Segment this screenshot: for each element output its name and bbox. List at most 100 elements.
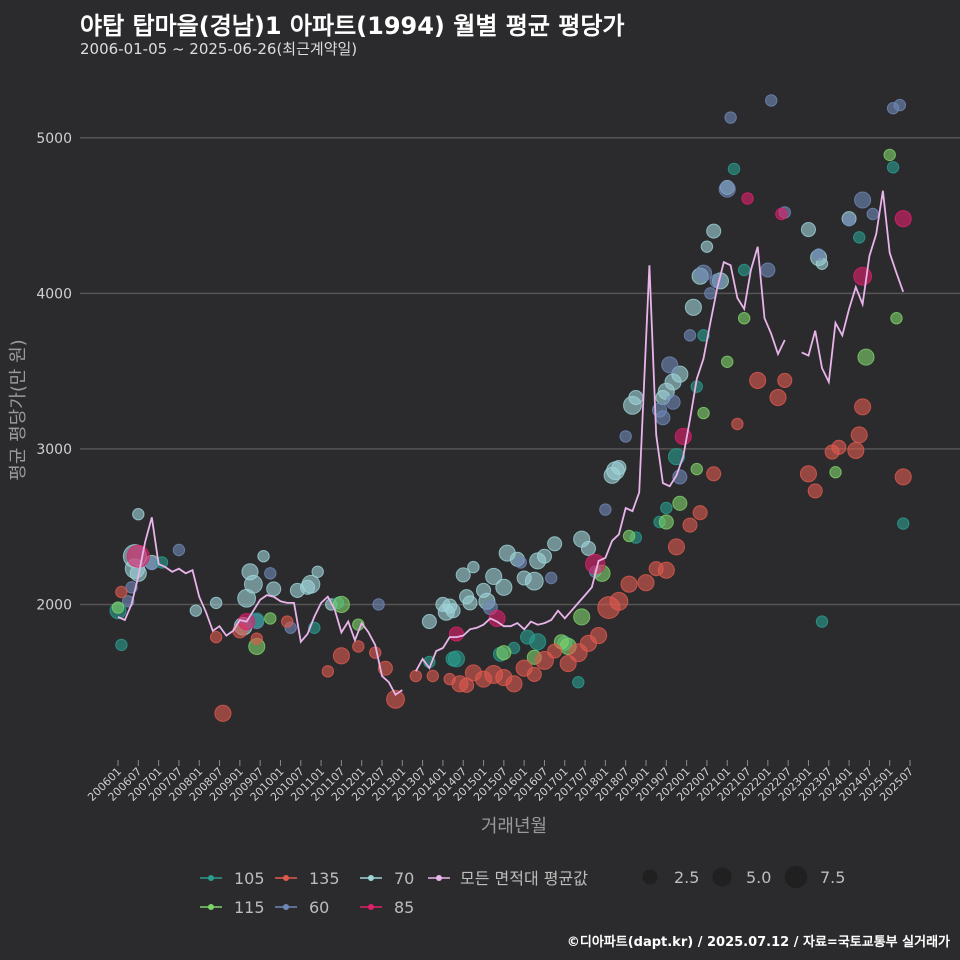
point-105 bbox=[697, 329, 710, 342]
legend-label-105: 105 bbox=[234, 869, 265, 888]
point-135 bbox=[281, 615, 294, 628]
legend-label-60: 60 bbox=[309, 898, 329, 917]
y-tick-label: 2000 bbox=[36, 597, 72, 613]
y-tick-label: 3000 bbox=[36, 442, 72, 458]
point-115 bbox=[890, 312, 903, 325]
point-105 bbox=[155, 556, 169, 569]
point-115 bbox=[883, 148, 896, 162]
y-tick-label: 5000 bbox=[36, 131, 72, 147]
size-legend-label: 7.5 bbox=[820, 868, 845, 887]
point-60 bbox=[264, 567, 277, 580]
point-85 bbox=[775, 207, 788, 221]
point-135 bbox=[749, 371, 767, 389]
point-70 bbox=[524, 571, 544, 591]
point-135 bbox=[777, 372, 793, 388]
chart-subtitle: 2006-01-05 ~ 2025-06-26(최근계약일) bbox=[80, 40, 358, 58]
point-105 bbox=[853, 231, 866, 244]
point-70 bbox=[800, 222, 816, 238]
point-135 bbox=[547, 643, 563, 659]
point-70 bbox=[467, 560, 480, 574]
legend-key-dot-avg bbox=[436, 875, 442, 881]
size-legend-label: 2.5 bbox=[674, 868, 699, 887]
point-105 bbox=[667, 448, 686, 466]
point-135 bbox=[620, 575, 638, 593]
point-135 bbox=[731, 417, 744, 431]
point-115 bbox=[721, 355, 734, 368]
point-135 bbox=[209, 630, 223, 644]
point-60 bbox=[372, 598, 385, 611]
size-legend-label: 5.0 bbox=[746, 868, 771, 887]
point-70 bbox=[485, 567, 503, 585]
point-70 bbox=[547, 536, 563, 552]
point-60 bbox=[854, 191, 872, 209]
legend-key-dot-115 bbox=[208, 904, 214, 910]
point-135 bbox=[657, 561, 675, 579]
point-60 bbox=[661, 356, 679, 374]
point-60 bbox=[842, 214, 856, 227]
legend-label-avg: 모든 면적대 평균값 bbox=[460, 869, 588, 888]
point-85 bbox=[126, 544, 150, 568]
point-135 bbox=[332, 647, 350, 665]
average-line bbox=[117, 190, 905, 697]
point-70 bbox=[700, 240, 714, 253]
point-85 bbox=[741, 192, 754, 205]
point-105 bbox=[815, 615, 829, 628]
point-85 bbox=[853, 266, 873, 286]
legend-key-dot-60 bbox=[283, 904, 289, 910]
point-105 bbox=[115, 638, 128, 652]
point-135 bbox=[590, 627, 608, 645]
point-70 bbox=[495, 578, 513, 596]
point-135 bbox=[682, 517, 698, 533]
point-85 bbox=[894, 210, 912, 228]
point-60 bbox=[545, 571, 558, 585]
point-60 bbox=[655, 410, 671, 426]
legend-label-135: 135 bbox=[309, 869, 340, 888]
point-70 bbox=[209, 596, 223, 610]
point-105 bbox=[886, 161, 900, 174]
legend-key-dot-70 bbox=[368, 875, 374, 881]
point-60 bbox=[665, 394, 681, 410]
point-135 bbox=[321, 665, 335, 678]
point-70 bbox=[257, 550, 270, 563]
point-135 bbox=[250, 632, 263, 645]
legend-key-dot-135 bbox=[283, 875, 289, 881]
point-70 bbox=[706, 223, 722, 239]
point-105 bbox=[727, 162, 741, 176]
point-60 bbox=[694, 264, 713, 282]
point-135 bbox=[609, 591, 629, 611]
average-line-layer bbox=[117, 190, 905, 697]
point-85 bbox=[674, 427, 692, 445]
point-60 bbox=[599, 503, 612, 516]
legend-label-70: 70 bbox=[394, 869, 414, 888]
legend: 105 135 70 115 60 85 모든 면적대 평균값 2.5 5.0 7.5 bbox=[200, 865, 845, 917]
point-70 bbox=[421, 614, 437, 630]
point-105 bbox=[897, 517, 910, 530]
point-135 bbox=[637, 574, 655, 592]
point-135 bbox=[214, 704, 232, 722]
point-135 bbox=[769, 389, 787, 407]
point-60 bbox=[760, 262, 776, 278]
point-70 bbox=[311, 565, 324, 578]
point-115 bbox=[622, 529, 636, 543]
point-115 bbox=[496, 645, 512, 661]
point-135 bbox=[409, 669, 423, 683]
point-135 bbox=[505, 675, 523, 693]
point-70 bbox=[132, 508, 145, 521]
point-70 bbox=[189, 604, 203, 617]
point-135 bbox=[692, 505, 708, 521]
point-85 bbox=[448, 626, 464, 642]
legend-key-dot-105 bbox=[208, 875, 214, 881]
point-115 bbox=[690, 462, 703, 476]
point-70 bbox=[580, 540, 596, 556]
point-70 bbox=[243, 574, 263, 594]
point-105 bbox=[660, 501, 673, 515]
size-legend-circle bbox=[712, 867, 732, 887]
point-115 bbox=[697, 406, 710, 420]
point-105 bbox=[572, 676, 585, 689]
y-tick-label: 4000 bbox=[36, 286, 72, 302]
x-axis-title: 거래년월 bbox=[481, 816, 547, 837]
legend-key-dot-85 bbox=[368, 904, 374, 910]
point-70 bbox=[266, 581, 282, 597]
point-70 bbox=[684, 298, 702, 316]
